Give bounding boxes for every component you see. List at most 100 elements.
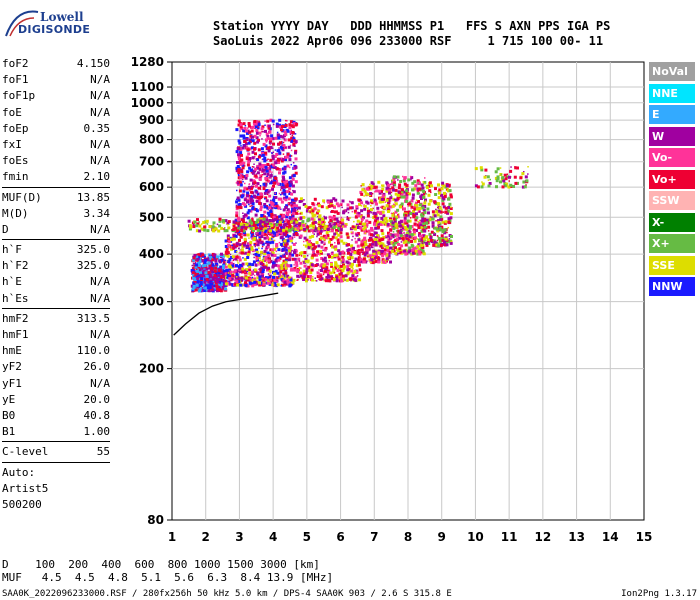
echo-point (404, 243, 408, 247)
echo-point (356, 249, 360, 253)
echo-point (265, 218, 269, 222)
echo-point (260, 262, 263, 266)
echo-point (256, 239, 258, 241)
echo-point (323, 248, 327, 252)
echo-point (266, 137, 269, 139)
echo-point (293, 257, 297, 261)
echo-point (259, 185, 262, 187)
echo-point (242, 224, 246, 228)
echo-point (417, 250, 421, 254)
echo-point (201, 264, 205, 268)
param-name: B1 (2, 425, 16, 439)
echo-point (321, 220, 325, 224)
echo-point (353, 209, 357, 213)
echo-point (251, 150, 255, 154)
echo-point (291, 177, 295, 181)
echo-point (368, 254, 372, 258)
echo-point (253, 141, 257, 145)
echo-point (278, 123, 282, 127)
echo-point (301, 273, 305, 277)
echo-point (388, 252, 390, 254)
echo-point (271, 240, 275, 244)
echo-point (273, 155, 277, 158)
echo-point (322, 273, 325, 276)
echo-point (239, 174, 243, 177)
echo-point (357, 263, 361, 267)
echo-point (198, 224, 202, 228)
echo-point (279, 232, 283, 235)
echo-point (250, 186, 253, 190)
echo-point (394, 188, 398, 192)
echo-point (276, 264, 280, 268)
echo-point (427, 242, 431, 245)
x-tick-label: 8 (404, 530, 412, 544)
echo-point (210, 281, 212, 284)
echo-point (340, 239, 344, 243)
echo-point (399, 231, 402, 235)
echo-point (311, 243, 315, 247)
echo-point (196, 276, 200, 280)
echo-point (299, 271, 302, 275)
echo-point (357, 260, 361, 264)
echo-point (408, 240, 410, 242)
param-name: M(D) (2, 206, 29, 220)
echo-point (235, 204, 238, 207)
echo-point (238, 258, 242, 262)
echo-point (232, 220, 236, 224)
echo-point (282, 226, 286, 230)
echo-point (279, 228, 282, 230)
echo-point (236, 217, 240, 221)
echo-point (195, 263, 198, 267)
echo-point (279, 125, 283, 129)
echo-point (495, 179, 499, 183)
echo-point (262, 217, 266, 221)
echo-point (356, 244, 360, 248)
echo-point (293, 236, 296, 238)
y-tick-label: 700 (139, 155, 164, 169)
echo-point (289, 236, 293, 240)
echo-point (328, 260, 330, 262)
echo-point (239, 222, 243, 226)
echo-point (359, 221, 361, 223)
echo-point (264, 151, 268, 155)
echo-point (215, 264, 218, 267)
echo-point (355, 215, 359, 219)
header-line-1: Station YYYY DAY DDD HHMMSS P1 FFS S AXN… (213, 19, 611, 33)
echo-point (203, 272, 205, 274)
echo-point (320, 217, 324, 221)
echo-point (258, 217, 262, 221)
echo-point (247, 264, 249, 267)
echo-point (235, 214, 239, 218)
echo-point (283, 280, 287, 284)
echo-point (336, 220, 340, 224)
echo-point (339, 221, 343, 224)
echo-point (209, 254, 211, 256)
echo-point (411, 196, 415, 200)
echo-point (349, 277, 352, 281)
echo-point (411, 251, 415, 255)
echo-point (448, 189, 452, 193)
echo-point (280, 200, 284, 204)
echo-point (285, 179, 289, 183)
echo-point (343, 255, 345, 257)
echo-point (275, 122, 279, 126)
echo-point (382, 206, 386, 210)
echo-point (443, 228, 447, 232)
echo-point (240, 127, 244, 131)
echo-point (374, 243, 378, 247)
echo-point (290, 201, 293, 203)
echo-point (256, 166, 259, 170)
echo-point (342, 270, 345, 272)
echo-point (421, 249, 425, 253)
echo-point (279, 255, 283, 259)
echo-point (395, 215, 398, 219)
echo-point (313, 213, 317, 217)
echo-point (311, 278, 314, 282)
y-tick-label: 80 (147, 513, 164, 527)
echo-point (264, 276, 268, 280)
echo-point (450, 235, 453, 238)
echo-point (350, 256, 354, 260)
echo-point (246, 233, 250, 237)
echo-point (315, 258, 319, 262)
echo-point (404, 226, 407, 229)
